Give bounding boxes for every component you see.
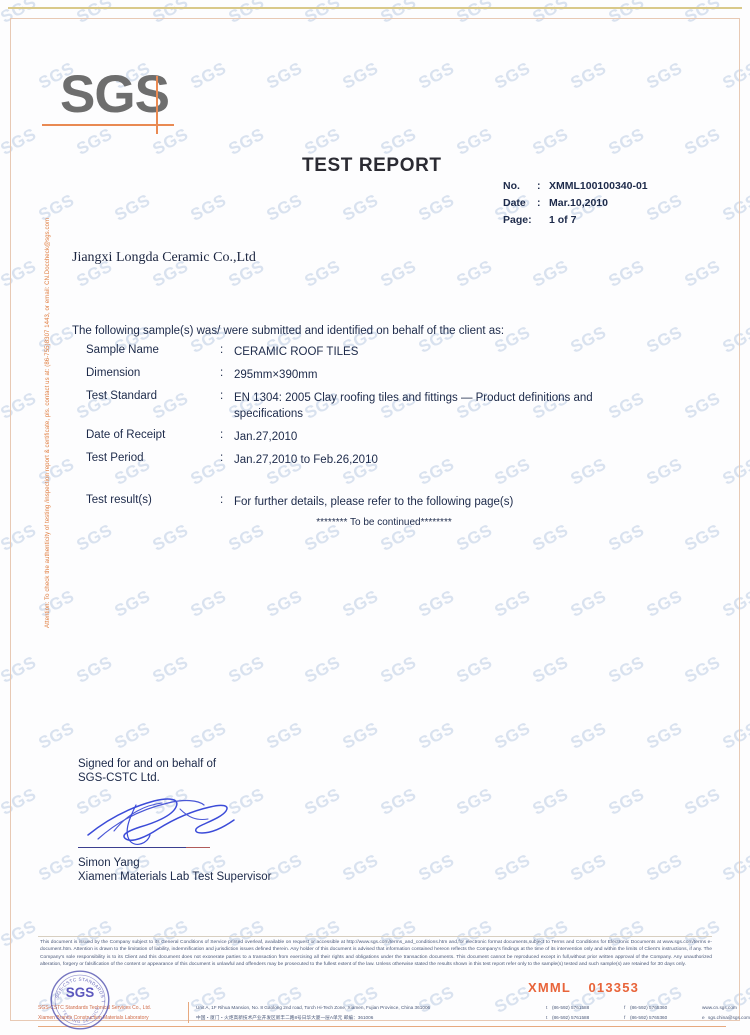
sample-detail-value: EN 1304: 2005 Clay roofing tiles and fit… bbox=[234, 392, 593, 420]
footer-tel-mark-2: t bbox=[546, 1014, 548, 1020]
sample-detail-colon: : bbox=[220, 452, 224, 464]
sample-detail-value: Jan.27,2010 bbox=[234, 431, 298, 443]
signature-ink-icon bbox=[87, 798, 235, 845]
page-border-bottom bbox=[10, 1020, 740, 1021]
report-page-label: Page: bbox=[503, 214, 532, 226]
sample-detail-value: Jan.27,2010 to Feb.26,2010 bbox=[234, 454, 378, 466]
test-result-block: Test result(s) : For further details, pl… bbox=[86, 494, 646, 528]
footer-fax-mark-1: f bbox=[624, 1005, 626, 1010]
signer-name: Simon Yang bbox=[78, 857, 140, 869]
sample-details-table: Sample Name: CERAMIC ROOF TILES Dimension:… bbox=[86, 344, 646, 475]
test-result-value: For further details, please refer to the… bbox=[234, 496, 514, 508]
sample-detail-row: Dimension:295mm×390mm bbox=[86, 367, 646, 383]
page-border-top-inner bbox=[10, 18, 740, 19]
sample-detail-colon: : bbox=[220, 367, 224, 379]
sample-detail-row: Sample Name: CERAMIC ROOF TILES bbox=[86, 344, 646, 360]
footer-tel-2: (86-592) 5761588 bbox=[552, 1014, 590, 1020]
to-be-continued-note: ******** To be continued******** bbox=[316, 517, 452, 528]
report-date-value: Mar.10,2010 bbox=[549, 197, 608, 209]
authenticity-side-note: Attention: To check the authenticity of … bbox=[45, 217, 51, 628]
footer-fax-2: (86-592) 5765360 bbox=[630, 1014, 668, 1020]
footer-company-name: SGS-CSTC Standards Technical Services Co… bbox=[38, 1003, 186, 1023]
sample-detail-colon: : bbox=[220, 344, 224, 356]
signature-rule bbox=[78, 847, 186, 848]
footer-email: sgs.china@sgs.com bbox=[708, 1014, 750, 1020]
svg-text:SGS: SGS bbox=[66, 985, 94, 1000]
sample-detail-label: Test Standard bbox=[86, 390, 157, 402]
sgs-logo-vertical-rule bbox=[156, 76, 158, 134]
xmml-serial-number: XMML 013353 bbox=[528, 980, 639, 995]
sample-detail-label: Sample Name bbox=[86, 344, 159, 356]
handwritten-signature bbox=[78, 791, 308, 853]
footer-vertical-divider bbox=[188, 1002, 189, 1023]
sgs-logo-text: SGS bbox=[60, 65, 170, 124]
signed-for-line-2: SGS-CSTC Ltd. bbox=[78, 772, 160, 784]
footer-website: www.cn.sgs.com bbox=[702, 1005, 737, 1010]
signature-rule-accent bbox=[186, 847, 210, 848]
footer-tel-mark-1: t bbox=[546, 1005, 548, 1010]
test-result-label: Test result(s) bbox=[86, 494, 152, 506]
report-page-value: 1 of 7 bbox=[549, 214, 577, 226]
sample-detail-row: Test Standard: EN 1304: 2005 Clay roofing… bbox=[86, 390, 646, 422]
test-result-colon: : bbox=[220, 494, 224, 506]
footer-address-english: Unit A, 1F Rihua Mansion, No. 8 Gaolong … bbox=[196, 1005, 431, 1010]
report-number-value: XMML100100340-01 bbox=[549, 180, 648, 192]
page-border-top bbox=[8, 7, 742, 9]
report-date-row: Date : Mar.10,2010 bbox=[503, 197, 648, 209]
report-number-label: No. bbox=[503, 180, 520, 192]
footer-contact-line-1: t (86-592) 5761588 f (86-592) 5765360 ww… bbox=[546, 1003, 750, 1013]
disclaimer-divider bbox=[38, 936, 712, 937]
signed-for-line-1: Signed for and on behalf of bbox=[78, 758, 217, 770]
sample-detail-label: Dimension bbox=[86, 367, 141, 379]
signature-block: Signed for and on behalf of SGS-CSTC Ltd… bbox=[78, 757, 308, 884]
legal-disclaimer: This document is issued by the Company s… bbox=[40, 940, 712, 967]
sample-detail-label: Date of Receipt bbox=[86, 429, 166, 441]
sample-detail-label: Test Period bbox=[86, 452, 144, 464]
footer-contact: t (86-592) 5761588 f (86-592) 5765360 ww… bbox=[546, 1003, 750, 1022]
report-date-label: Date bbox=[503, 197, 526, 209]
footer-company-line-1: SGS-CSTC Standards Technical Services Co… bbox=[38, 1005, 152, 1011]
footer-fax-1: (86-592) 5765360 bbox=[630, 1005, 668, 1010]
footer-contact-line-2: t (86-592) 5761588 f (86-592) 5765360 e … bbox=[546, 1013, 750, 1023]
xmml-number: 013353 bbox=[588, 980, 640, 995]
footer-address-chinese: 中国・厦门・火炬高新技术产业开发区新丰二路8号日华大厦一层A单元 邮编：3610… bbox=[196, 1014, 374, 1020]
page-border-right bbox=[739, 18, 740, 1021]
report-page-row: Page: 1 of 7 bbox=[503, 214, 648, 226]
page-title: TEST REPORT bbox=[302, 155, 442, 176]
footer-fax-mark-2: f bbox=[624, 1014, 626, 1020]
report-date-colon: : bbox=[537, 197, 541, 209]
xmml-prefix: XMML bbox=[528, 980, 571, 995]
sample-detail-colon: : bbox=[220, 429, 224, 441]
report-number-row: No. : XMML100100340-01 bbox=[503, 180, 648, 192]
client-name: Jiangxi Longda Ceramic Co.,Ltd bbox=[72, 250, 256, 265]
sample-detail-row: Date of Receipt: Jan.27,2010 bbox=[86, 429, 646, 445]
sgs-logo-horizontal-rule bbox=[42, 124, 174, 126]
sample-detail-colon: : bbox=[220, 390, 224, 402]
svg-text:SGS-CSTC STANDARDS TECH: SGS-CSTC STANDARDS TECH bbox=[48, 968, 106, 1003]
footer-email-mark: e bbox=[702, 1014, 705, 1020]
footer-tel-1: (86-592) 5761588 bbox=[552, 1005, 590, 1010]
test-result-row: Test result(s) : For further details, pl… bbox=[86, 494, 646, 510]
footer-company-line-2: Xiamen Branch Construction Materials Lab… bbox=[38, 1015, 149, 1021]
sample-detail-row: Test Period: Jan.27,2010 to Feb.26,2010 bbox=[86, 452, 646, 468]
page-border-left bbox=[10, 18, 11, 1021]
report-number-colon: : bbox=[537, 180, 541, 192]
sample-detail-value: CERAMIC ROOF TILES bbox=[234, 346, 359, 358]
sample-intro-text: The following sample(s) was/ were submit… bbox=[72, 325, 505, 337]
sample-detail-value: 295mm×390mm bbox=[234, 369, 318, 381]
footer-divider bbox=[38, 1026, 726, 1027]
footer-address: Unit A, 1F Rihua Mansion, No. 8 Gaolong … bbox=[196, 1003, 546, 1022]
sgs-logo: SGS bbox=[42, 65, 180, 138]
signer-title: Xiamen Materials Lab Test Supervisor bbox=[78, 871, 272, 883]
report-meta: No. : XMML100100340-01 Date : Mar.10,201… bbox=[503, 180, 648, 231]
